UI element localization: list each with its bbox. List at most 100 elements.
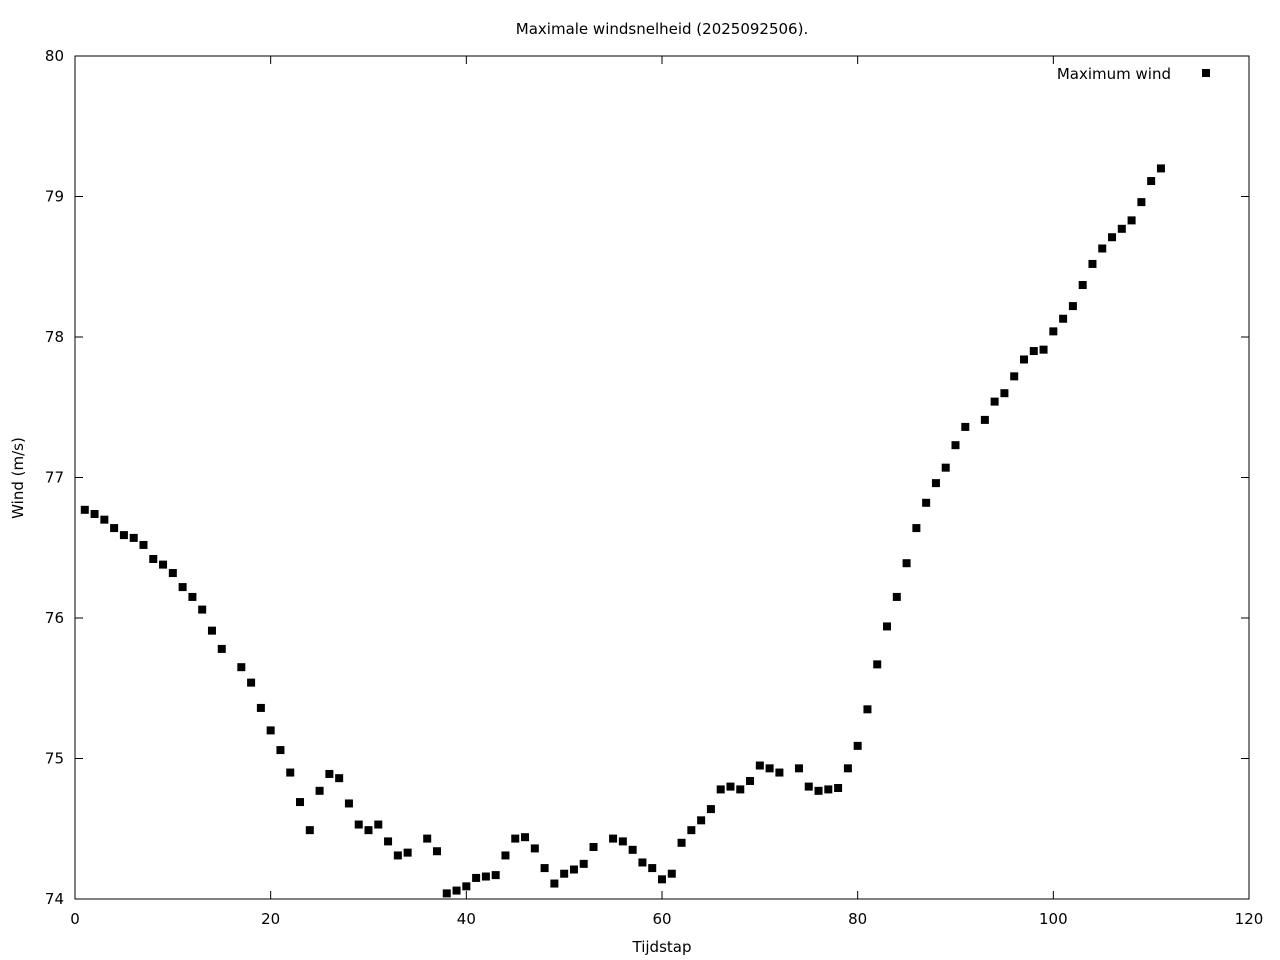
y-tick-label: 75 [45, 750, 64, 768]
axis-ticks [74, 55, 1250, 900]
data-point [344, 799, 353, 808]
data-point [266, 726, 275, 735]
data-point [1000, 389, 1009, 398]
data-point [755, 761, 764, 770]
data-point [677, 838, 686, 847]
data-point [432, 847, 441, 856]
data-point [736, 785, 745, 794]
data-point [521, 833, 530, 842]
data-point [804, 782, 813, 791]
data-point [501, 851, 510, 860]
data-point [1088, 259, 1097, 268]
y-tick-label: 79 [45, 188, 64, 206]
data-point [305, 826, 314, 835]
data-points [80, 164, 1165, 898]
x-tick-label: 20 [261, 910, 280, 928]
data-point [1137, 198, 1146, 207]
data-point [550, 879, 559, 888]
plot-area-frame [74, 55, 1250, 900]
data-point [384, 837, 393, 846]
data-point [168, 569, 177, 578]
legend-marker [1202, 69, 1210, 77]
data-point [687, 826, 696, 835]
data-point [902, 559, 911, 568]
data-point [472, 873, 481, 882]
data-point [129, 533, 138, 542]
x-tick-label: 80 [848, 910, 867, 928]
legend: Maximum wind [1057, 65, 1210, 83]
data-point [247, 678, 256, 687]
data-point [1039, 345, 1048, 354]
y-tick-label: 76 [45, 609, 64, 627]
data-point [1117, 224, 1126, 233]
data-point [364, 826, 373, 835]
data-point [462, 882, 471, 891]
data-point [1156, 164, 1165, 173]
data-point [315, 786, 324, 795]
data-point [178, 583, 187, 592]
data-point [100, 515, 109, 524]
data-point [746, 776, 755, 785]
data-point [883, 622, 892, 631]
data-point [1068, 302, 1077, 311]
data-point [618, 837, 627, 846]
data-point [853, 741, 862, 750]
data-point [1078, 281, 1087, 290]
data-point [374, 820, 383, 829]
data-point [951, 441, 960, 450]
data-point [188, 592, 197, 601]
data-point [139, 540, 148, 549]
data-point [863, 705, 872, 714]
data-point [481, 872, 490, 881]
data-point [1098, 244, 1107, 253]
data-point [638, 858, 647, 867]
data-point [931, 479, 940, 488]
data-point [873, 660, 882, 669]
x-tick-label: 60 [652, 910, 671, 928]
data-point [1108, 233, 1117, 242]
data-point [1010, 372, 1019, 381]
data-point [149, 554, 158, 563]
data-point [119, 531, 128, 540]
data-point [990, 397, 999, 406]
data-point [892, 592, 901, 601]
data-point [423, 834, 432, 843]
data-point [393, 851, 402, 860]
legend-label: Maximum wind [1057, 65, 1171, 83]
data-point [765, 764, 774, 773]
data-point [90, 510, 99, 519]
chart-title: Maximale windsnelheid (2025092506). [516, 20, 808, 38]
data-point [697, 816, 706, 825]
data-point [276, 746, 285, 755]
data-point [198, 605, 207, 614]
data-point [540, 864, 549, 873]
data-point [658, 875, 666, 884]
data-point [217, 644, 226, 653]
data-point [80, 505, 89, 514]
data-point [403, 848, 412, 857]
data-point [1059, 314, 1068, 323]
data-point [961, 422, 970, 431]
data-point [491, 871, 500, 880]
x-tick-label: 100 [1039, 910, 1068, 928]
data-point [628, 845, 637, 854]
data-point [843, 764, 852, 773]
data-point [589, 843, 598, 852]
data-point [110, 524, 119, 533]
data-point [579, 859, 588, 868]
data-point [667, 869, 676, 878]
data-point [569, 865, 578, 874]
data-point [325, 769, 334, 778]
data-point [511, 834, 520, 843]
data-point [1127, 216, 1136, 225]
data-point [237, 663, 246, 672]
data-point [1029, 347, 1038, 356]
data-point [980, 415, 989, 424]
data-point [159, 560, 168, 569]
y-axis-label: Wind (m/s) [9, 437, 27, 519]
x-tick-label: 0 [70, 910, 80, 928]
data-point [286, 768, 295, 777]
y-tick-label: 78 [45, 328, 64, 346]
data-point [609, 834, 618, 843]
